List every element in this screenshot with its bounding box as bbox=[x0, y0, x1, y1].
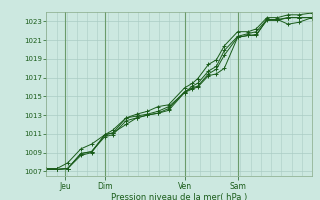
X-axis label: Pression niveau de la mer( hPa ): Pression niveau de la mer( hPa ) bbox=[111, 193, 247, 200]
